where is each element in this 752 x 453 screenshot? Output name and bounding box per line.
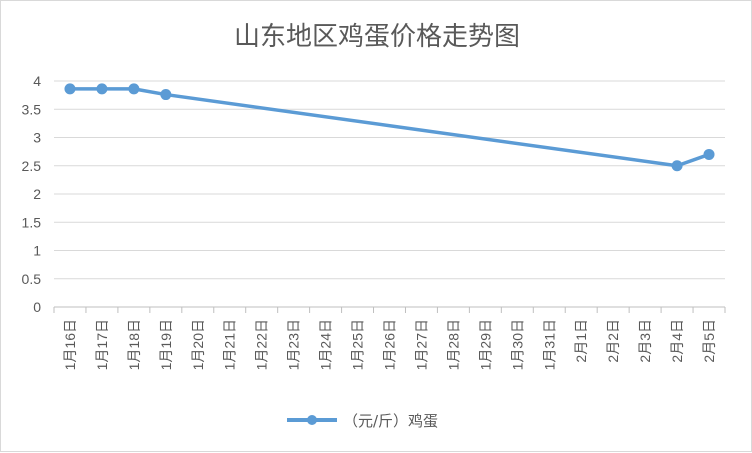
series-group <box>64 83 715 172</box>
y-tick-label: 4 <box>33 73 41 89</box>
y-tick-label: 2.5 <box>22 158 42 174</box>
x-tick-label: 1月29日 <box>477 319 493 370</box>
x-axis <box>53 306 726 313</box>
x-tick-label: 1月16日 <box>62 319 78 370</box>
data-point <box>96 83 108 95</box>
x-tick-label: 1月27日 <box>413 319 429 370</box>
x-tick-label: 2月4日 <box>669 319 685 363</box>
y-tick-label: 1 <box>33 243 41 259</box>
x-tick-label: 1月22日 <box>254 319 270 370</box>
data-point <box>703 148 715 160</box>
gridlines <box>54 80 725 280</box>
series-line <box>68 87 711 168</box>
x-tick-label: 2月5日 <box>701 319 717 363</box>
x-tick-label: 1月17日 <box>94 319 110 370</box>
x-tick-label: 2月2日 <box>605 319 621 363</box>
x-tick-label: 1月20日 <box>190 319 206 370</box>
x-tick-label: 2月1日 <box>573 319 589 363</box>
y-tick-label: 0 <box>33 299 41 315</box>
data-point <box>671 160 683 172</box>
chart-title: 山东地区鸡蛋价格走势图 <box>234 22 520 52</box>
x-tick-label: 1月21日 <box>222 319 238 370</box>
legend-label: （元/斤）鸡蛋 <box>343 412 438 430</box>
y-axis-ticks: 0 0.5 1 1.5 2 2.5 3 3.5 4 <box>22 73 42 315</box>
x-axis-ticks: 1月16日 1月17日 1月18日 1月19日 1月20日 1月21日 1月22日 1月23日… <box>62 319 717 370</box>
x-tick-label: 1月19日 <box>158 319 174 370</box>
x-tick-label: 2月3日 <box>637 319 653 363</box>
legend: （元/斤）鸡蛋 <box>287 412 438 430</box>
data-point <box>64 83 76 95</box>
y-tick-label: 1.5 <box>22 214 42 230</box>
x-tick-label: 1月28日 <box>445 319 461 370</box>
x-tick-label: 1月31日 <box>541 319 557 370</box>
y-tick-label: 3.5 <box>22 101 42 117</box>
legend-dot-marker <box>307 415 317 425</box>
data-point <box>160 89 172 101</box>
x-tick-label: 1月18日 <box>126 319 142 370</box>
y-tick-label: 3 <box>33 130 41 146</box>
x-tick-label: 1月30日 <box>509 319 525 370</box>
x-tick-label: 1月24日 <box>318 319 334 370</box>
x-tick-label: 1月25日 <box>350 319 366 370</box>
y-tick-label: 0.5 <box>22 271 42 287</box>
x-tick-label: 1月23日 <box>286 319 302 370</box>
data-point <box>128 83 140 95</box>
y-tick-label: 2 <box>33 186 41 202</box>
x-tick-label: 1月26日 <box>382 319 398 370</box>
